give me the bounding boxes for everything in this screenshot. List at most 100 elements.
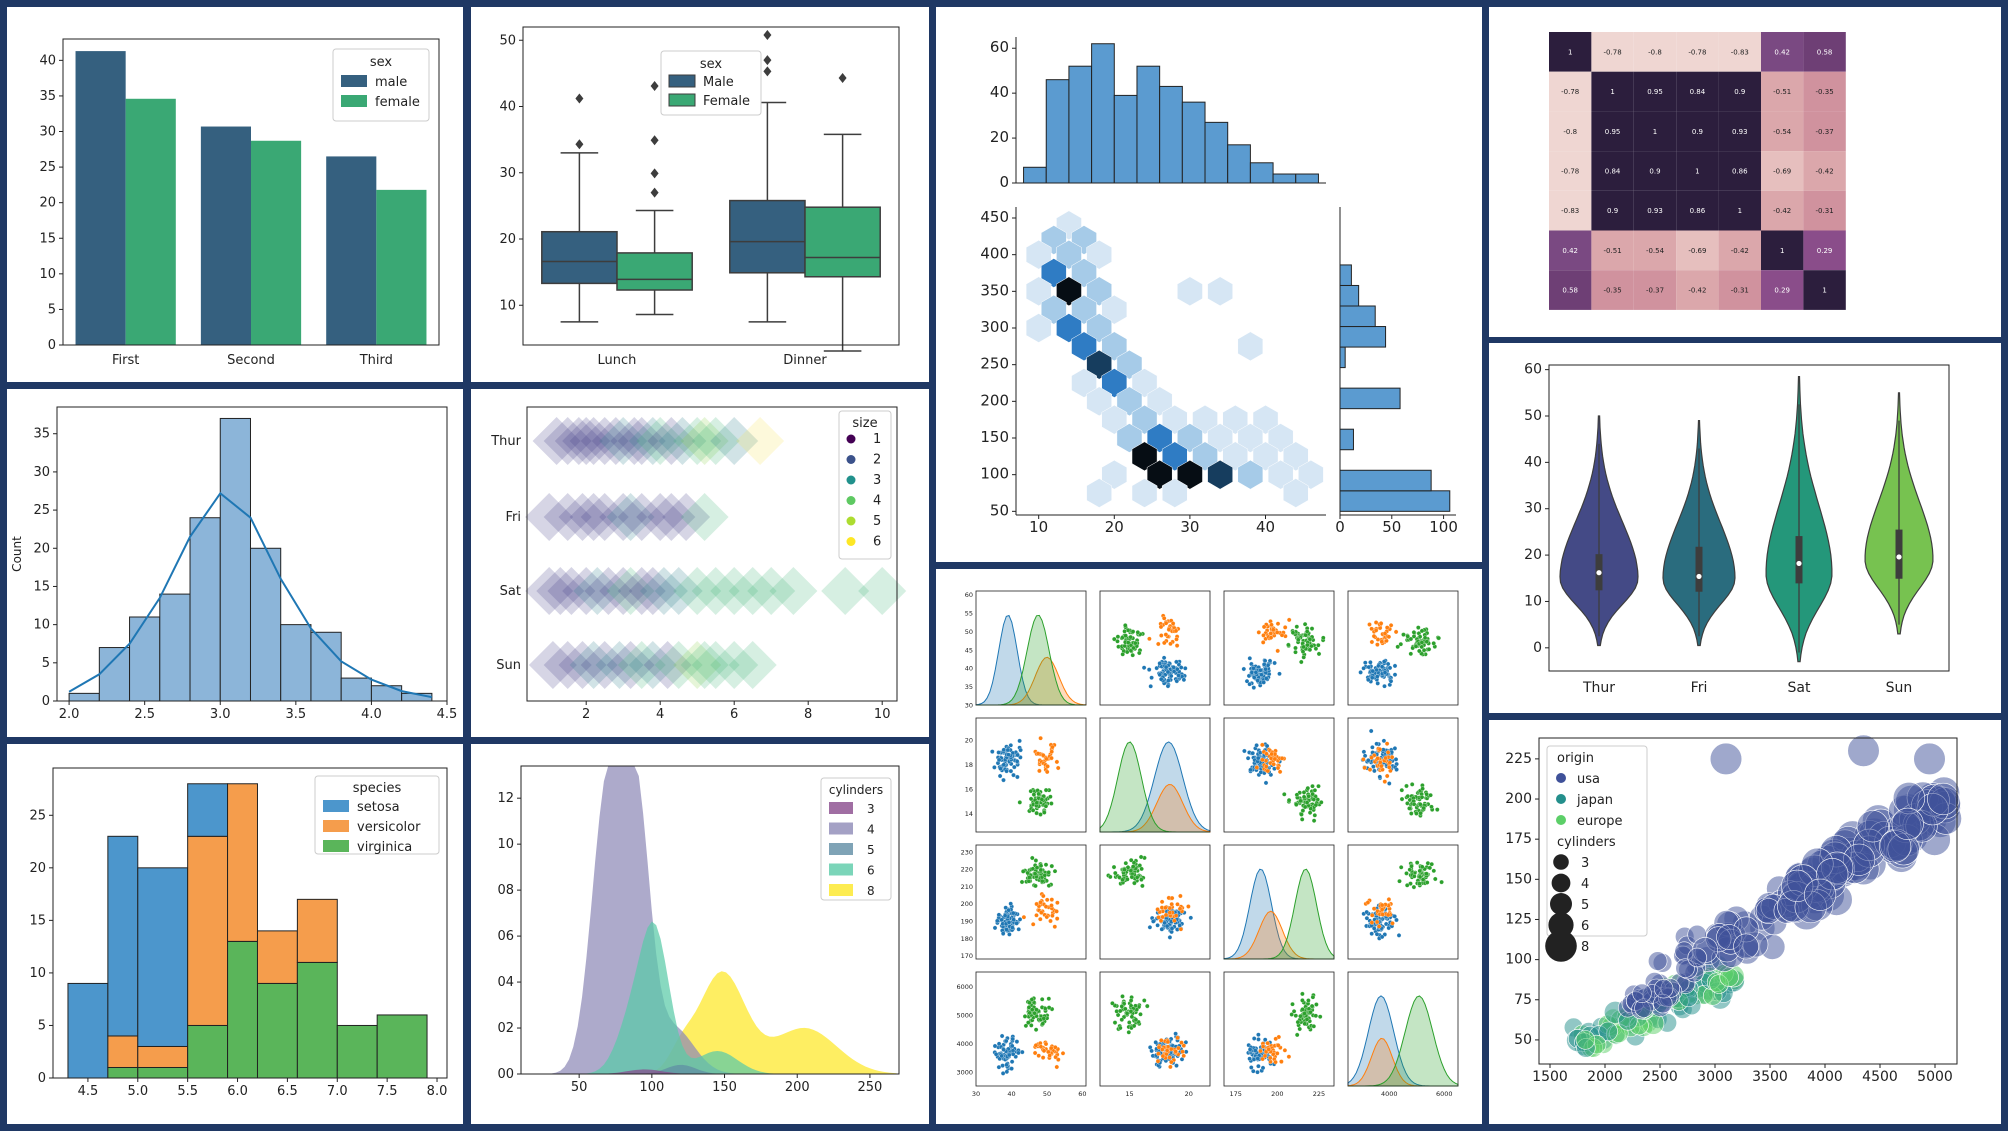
hex-cell — [1025, 313, 1052, 343]
pair-point — [1251, 666, 1256, 671]
pair-point — [1242, 748, 1247, 754]
pair-point — [1009, 1066, 1014, 1071]
hex-cell — [1192, 441, 1218, 472]
right-hist-bar — [1339, 264, 1352, 286]
pair-point — [1022, 1014, 1028, 1019]
pair-point — [1033, 883, 1038, 889]
heatmap-cell — [1549, 230, 1592, 271]
pair-point — [1385, 661, 1391, 667]
heatmap-cell-label: -0.37 — [1646, 287, 1664, 295]
bubble-point — [1653, 979, 1674, 999]
heatmap-cell-label: -0.42 — [1688, 287, 1706, 295]
pair-point — [1371, 764, 1376, 769]
pair-point — [1405, 634, 1410, 639]
x-tick-label: 20 — [1105, 518, 1124, 536]
pair-point — [1147, 925, 1153, 930]
hist-bar — [189, 517, 221, 702]
pair-x-tick-label: 60 — [1078, 1090, 1086, 1098]
pair-point — [1414, 860, 1420, 865]
pair-point — [1008, 768, 1014, 774]
hist-bar — [280, 624, 312, 702]
pair-point — [1054, 759, 1060, 765]
hist-bar — [370, 685, 403, 702]
pair-point — [1173, 1031, 1178, 1036]
bubble-point — [1804, 878, 1837, 911]
pair-point — [1439, 879, 1444, 885]
strip-marker — [558, 493, 607, 541]
stack-bar-versicolor — [296, 898, 338, 963]
y-tick-label: 10 — [33, 618, 50, 633]
y-tick-label: Thur — [490, 434, 521, 449]
pair-point — [1001, 777, 1006, 783]
legend-label-3: 3 — [873, 473, 881, 488]
pair-point — [1176, 673, 1181, 678]
heatmap-cell-label: 0.95 — [1647, 88, 1663, 96]
hex-cell — [1116, 386, 1143, 417]
y-tick-label: 5 — [38, 1018, 46, 1033]
hex-cell — [1040, 258, 1067, 288]
bubble-point — [1598, 1021, 1618, 1042]
pair-point — [1244, 678, 1250, 684]
hist-bar — [219, 417, 251, 702]
bubble-point — [1913, 742, 1946, 776]
hex-cell — [1086, 386, 1112, 417]
pair-point — [1256, 630, 1262, 635]
legend-swatch-female — [341, 95, 367, 107]
pair-point — [1310, 994, 1316, 1000]
mpg-kde-chart: 00 02 04 06 08 10 12 50 100 150 200 250 cylinders 3 4 5… — [497, 765, 900, 1095]
pair-point — [1049, 897, 1055, 902]
pair-x-tick-label: 200 — [1271, 1090, 1283, 1098]
x-tick-label: 3.0 — [210, 707, 231, 722]
outlier-point — [763, 29, 772, 40]
pair-point — [1392, 672, 1398, 677]
pair-point — [1255, 1056, 1261, 1061]
x-tick-label: 3.5 — [285, 707, 306, 722]
legend-size-label-3: 3 — [1581, 856, 1589, 871]
pair-point — [1422, 635, 1428, 641]
stack-bar-versicolor — [107, 1035, 139, 1068]
strip-marker — [821, 567, 870, 615]
heatmap-cell — [1549, 190, 1592, 231]
y-tick-label: 30 — [1524, 501, 1542, 517]
pair-point — [1113, 870, 1118, 876]
pair-point — [1369, 626, 1374, 632]
pair-point — [1120, 877, 1125, 883]
legend-label-6: 6 — [867, 864, 875, 878]
hex-cell — [1146, 423, 1173, 453]
legend-label-male: male — [375, 75, 407, 90]
pair-point — [1382, 631, 1388, 636]
x-tick-label: 100 — [639, 1080, 664, 1095]
pair-point — [1417, 868, 1423, 874]
hex-cell — [1056, 276, 1082, 307]
pair-y-tick-label: 180 — [961, 935, 973, 943]
pair-y-tick-label: 60 — [965, 591, 973, 599]
pair-point — [1142, 998, 1147, 1003]
pair-point — [1156, 915, 1161, 920]
pair-point — [1007, 932, 1012, 937]
strip-marker — [636, 493, 685, 541]
pair-point — [1311, 1024, 1317, 1029]
pair-point — [1127, 1020, 1132, 1025]
pair-y-tick-label: 20 — [965, 737, 973, 745]
heatmap-cell — [1803, 230, 1846, 271]
pair-point — [1168, 673, 1174, 679]
right-hist-bar — [1339, 387, 1401, 410]
pair-point — [1307, 810, 1313, 815]
stack-bar-virginica — [376, 1014, 428, 1079]
legend-marker-6 — [846, 537, 856, 546]
pair-point — [1275, 1051, 1280, 1056]
pair-point — [1381, 738, 1387, 744]
pair-cell-frame — [1099, 717, 1211, 833]
pair-cell-frame — [1347, 717, 1459, 833]
outlier-point — [650, 135, 659, 146]
pair-point — [1382, 670, 1388, 675]
strip-marker — [610, 417, 659, 465]
heatmap-cell-label: 0.86 — [1690, 207, 1706, 215]
pair-point — [1379, 902, 1385, 908]
pair-point — [1379, 907, 1385, 912]
y-tick-label: 02 — [497, 1021, 514, 1036]
axes-frame — [520, 765, 900, 1075]
pair-cell-frame — [1223, 717, 1335, 833]
pair-point — [1249, 670, 1255, 675]
heatmap-cell-label: 0.86 — [1732, 167, 1748, 175]
